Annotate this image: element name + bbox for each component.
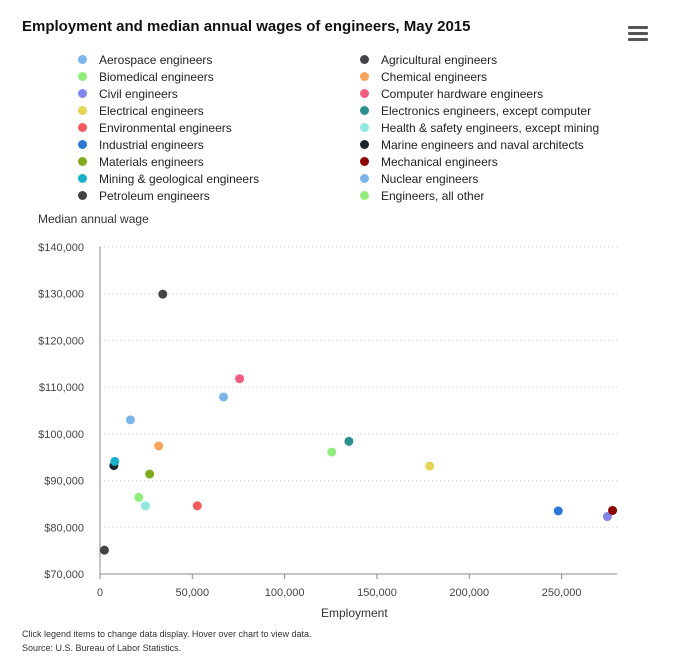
legend-marker-icon	[360, 89, 369, 98]
chart-menu-icon[interactable]	[628, 26, 648, 42]
legend-marker-icon	[360, 123, 369, 132]
x-tick-labels: 0 50,000 100,000 150,000 200,000 250,000	[97, 587, 582, 599]
x-tick-label: 200,000	[449, 587, 489, 599]
y-tick-label: $140,000	[38, 242, 84, 254]
y-tick-label: $100,000	[38, 429, 84, 441]
legend-item[interactable]: Petroleum engineers	[78, 187, 210, 204]
legend-label: Mechanical engineers	[381, 154, 498, 169]
legend-label: Materials engineers	[99, 154, 204, 169]
legend-marker-icon	[78, 89, 87, 98]
x-tick-label: 150,000	[357, 587, 397, 599]
legend-label: Electronics engineers, except computer	[381, 103, 592, 118]
legend-label: Computer hardware engineers	[381, 86, 544, 101]
legend-item[interactable]: Electronics engineers, except computer	[360, 102, 591, 119]
legend-marker-icon	[360, 174, 369, 183]
y-tick-label: $130,000	[38, 289, 84, 301]
legend-item[interactable]: Agricultural engineers	[360, 51, 497, 68]
data-point[interactable]: Electrical engineers	[425, 461, 435, 471]
legend-item[interactable]: Materials engineers	[78, 153, 204, 170]
data-point[interactable]: Materials engineers	[145, 469, 155, 479]
legend-label: Environmental engineers	[99, 120, 232, 135]
legend-label: Electrical engineers	[99, 103, 204, 118]
legend-item[interactable]: Nuclear engineers	[360, 170, 478, 187]
y-tick-label: $110,000	[39, 382, 84, 394]
legend-label: Industrial engineers	[99, 137, 204, 152]
data-point[interactable]: Electronics engineers, except computer	[344, 436, 354, 446]
data-point[interactable]: Computer hardware engineers	[235, 374, 245, 384]
axes	[99, 247, 617, 579]
legend-item[interactable]: Chemical engineers	[360, 68, 487, 85]
legend-label: Civil engineers	[99, 86, 178, 101]
data-point[interactable]: Engineers, all other	[327, 447, 337, 457]
legend-item[interactable]: Biomedical engineers	[78, 68, 214, 85]
footer-source: Source: U.S. Bureau of Labor Statistics.	[22, 643, 182, 653]
legend-item[interactable]: Environmental engineers	[78, 119, 232, 136]
legend-label: Nuclear engineers	[381, 171, 479, 186]
legend-label: Mining & geological engineers	[99, 171, 260, 186]
legend-item[interactable]: Civil engineers	[78, 85, 178, 102]
legend-item[interactable]: Engineers, all other	[360, 187, 484, 204]
legend-marker-icon	[78, 140, 87, 149]
legend-marker-icon	[78, 106, 87, 115]
x-tick-label: 0	[97, 587, 103, 599]
legend-marker-icon	[78, 72, 87, 81]
legend-item[interactable]: Mechanical engineers	[360, 153, 498, 170]
data-point[interactable]: Chemical engineers	[154, 441, 164, 451]
legend-label: Engineers, all other	[381, 188, 485, 203]
footer-note: Click legend items to change data displa…	[22, 629, 312, 639]
legend-marker-icon	[360, 55, 369, 64]
legend-item[interactable]: Mining & geological engineers	[78, 170, 259, 187]
data-point[interactable]: Agricultural engineers	[99, 545, 109, 555]
legend-marker-icon	[360, 157, 369, 166]
data-point[interactable]: Biomedical engineers	[134, 492, 144, 502]
legend-label: Agricultural engineers	[381, 52, 498, 67]
legend-marker-icon	[360, 140, 369, 149]
legend-item[interactable]: Industrial engineers	[78, 136, 204, 153]
legend-marker-icon	[360, 191, 369, 200]
legend-marker-icon	[78, 191, 87, 200]
data-point[interactable]: Mining & geological engineers	[110, 456, 120, 466]
data-point[interactable]: Mechanical engineers	[608, 505, 618, 515]
data-point[interactable]: Industrial engineers	[553, 506, 563, 516]
data-point[interactable]: Petroleum engineers	[158, 289, 168, 299]
legend-item[interactable]: Electrical engineers	[78, 102, 204, 119]
legend-item[interactable]: Marine engineers and naval architects	[360, 136, 584, 153]
y-tick-label: $80,000	[44, 522, 84, 534]
y-tick-labels: $70,000 $80,000 $90,000 $100,000 $110,000 $12…	[38, 242, 84, 581]
data-point[interactable]: Aerospace engineers	[125, 415, 135, 425]
data-point[interactable]: Nuclear engineers	[219, 392, 229, 402]
legend-label: Marine engineers and naval architects	[381, 137, 584, 152]
legend-marker-icon	[78, 174, 87, 183]
legend-item[interactable]: Health & safety engineers, except mining	[360, 119, 599, 136]
data-point[interactable]: Environmental engineers	[192, 501, 202, 511]
y-tick-label: $120,000	[38, 335, 84, 347]
data-points: Aerospace engineers Agricultural engineer…	[99, 289, 618, 555]
x-tick-label: 250,000	[542, 587, 582, 599]
x-tick-label: 50,000	[175, 587, 209, 599]
legend-label: Petroleum engineers	[99, 188, 210, 203]
legend-marker-icon	[78, 157, 87, 166]
x-tick-label: 100,000	[265, 587, 305, 599]
legend-label: Chemical engineers	[381, 69, 488, 84]
legend-marker-icon	[360, 72, 369, 81]
legend-marker-icon	[78, 123, 87, 132]
legend-label: Biomedical engineers	[99, 69, 214, 84]
data-point[interactable]: Health & safety engineers, except mining	[140, 501, 150, 511]
legend-label: Health & safety engineers, except mining	[381, 120, 600, 135]
legend-item[interactable]: Aerospace engineers	[78, 51, 212, 68]
legend-label: Aerospace engineers	[99, 52, 213, 67]
legend-item[interactable]: Computer hardware engineers	[360, 85, 543, 102]
y-tick-label: $90,000	[44, 476, 84, 488]
data-point[interactable]: Civil engineers	[602, 512, 612, 522]
gridlines	[100, 246, 617, 528]
x-axis-label: Employment	[321, 606, 388, 620]
legend-marker-icon	[78, 55, 87, 64]
legend-marker-icon	[360, 106, 369, 115]
y-axis-label: Median annual wage	[38, 212, 149, 226]
chart-title: Employment and median annual wages of en…	[22, 18, 471, 35]
y-tick-label: $70,000	[44, 569, 84, 581]
